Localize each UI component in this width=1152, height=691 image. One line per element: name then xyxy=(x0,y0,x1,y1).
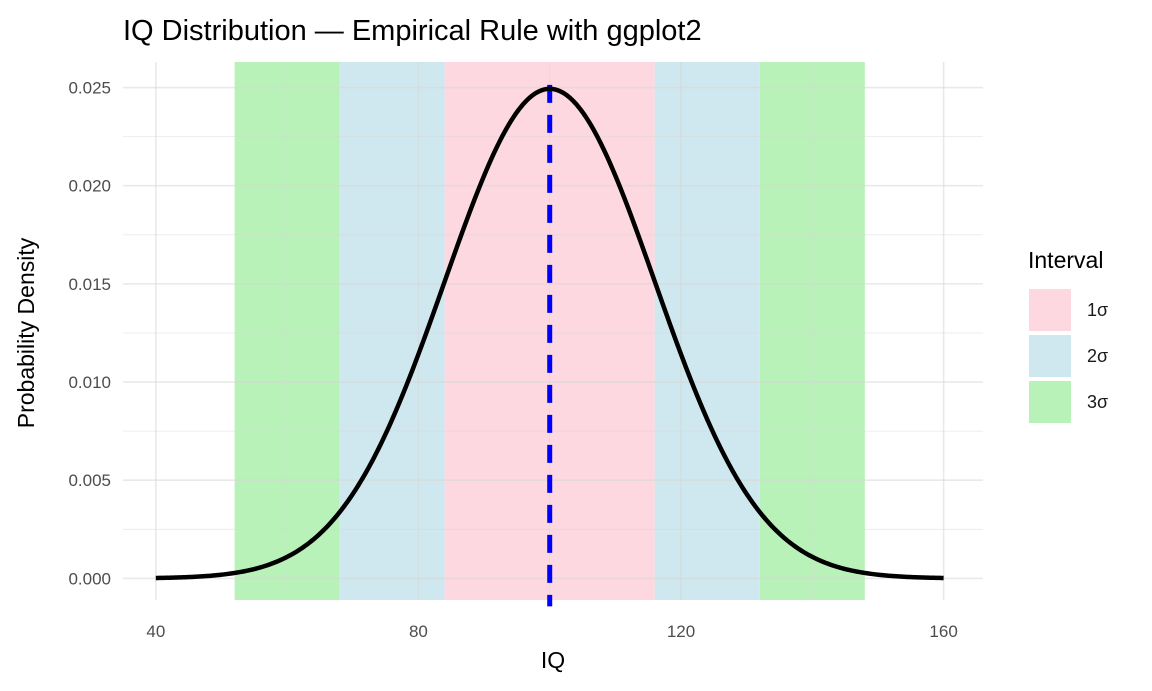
y-tick-label: 0.005 xyxy=(68,471,111,490)
x-tick-label: 80 xyxy=(409,622,428,641)
legend-swatch xyxy=(1029,381,1071,423)
chart-title: IQ Distribution — Empirical Rule with gg… xyxy=(123,15,702,47)
y-tick-label: 0.000 xyxy=(68,569,111,588)
legend-label: 1σ xyxy=(1087,300,1108,320)
legend: Interval 1σ 2σ 3σ xyxy=(1028,247,1108,423)
density-curve-layer xyxy=(155,84,944,607)
x-axis-ticks: 40 80 120 160 xyxy=(146,622,957,641)
legend-label: 2σ xyxy=(1087,346,1108,366)
legend-title: Interval xyxy=(1028,247,1103,273)
x-axis-title: IQ xyxy=(541,647,565,673)
y-tick-label: 0.020 xyxy=(68,177,111,196)
density-curve xyxy=(155,86,944,581)
y-tick-label: 0.010 xyxy=(68,373,111,392)
legend-swatch xyxy=(1029,335,1071,377)
y-axis-title: Probability Density xyxy=(13,237,39,428)
legend-label: 3σ xyxy=(1087,392,1108,412)
x-tick-label: 160 xyxy=(929,622,957,641)
x-tick-label: 120 xyxy=(667,622,695,641)
x-tick-label: 40 xyxy=(146,622,165,641)
y-tick-label: 0.025 xyxy=(68,79,111,98)
legend-swatch xyxy=(1029,289,1071,331)
y-axis-ticks: 0.000 0.005 0.010 0.015 0.020 0.025 xyxy=(68,79,111,589)
y-tick-label: 0.015 xyxy=(68,275,111,294)
